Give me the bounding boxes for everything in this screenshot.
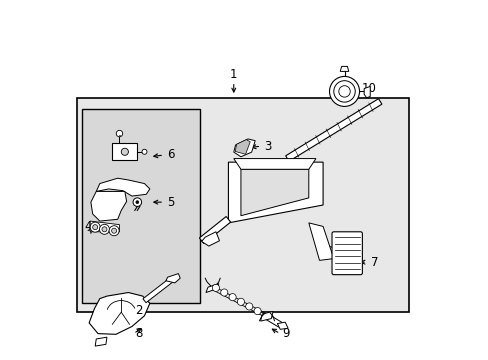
Polygon shape	[308, 223, 333, 260]
Circle shape	[102, 227, 107, 232]
Circle shape	[111, 228, 116, 233]
Polygon shape	[277, 322, 287, 329]
Polygon shape	[241, 169, 308, 216]
Polygon shape	[205, 284, 218, 293]
Polygon shape	[233, 158, 315, 169]
Circle shape	[329, 76, 359, 107]
Circle shape	[116, 130, 122, 137]
Polygon shape	[285, 99, 381, 161]
Polygon shape	[228, 162, 323, 223]
Polygon shape	[199, 216, 230, 243]
Circle shape	[109, 226, 119, 236]
Polygon shape	[95, 337, 107, 346]
Text: 6: 6	[167, 148, 175, 162]
Circle shape	[142, 149, 147, 154]
Text: 7: 7	[370, 256, 378, 269]
Circle shape	[262, 312, 269, 319]
Bar	[112, 143, 137, 160]
Polygon shape	[260, 311, 272, 321]
Circle shape	[245, 303, 252, 310]
Polygon shape	[235, 140, 250, 154]
Polygon shape	[89, 293, 149, 334]
Text: 9: 9	[281, 327, 289, 340]
Polygon shape	[323, 244, 333, 258]
Circle shape	[237, 298, 244, 305]
Circle shape	[220, 289, 227, 296]
Circle shape	[90, 222, 100, 232]
Text: 4: 4	[84, 220, 92, 233]
Circle shape	[333, 81, 354, 102]
Circle shape	[136, 201, 139, 203]
Circle shape	[253, 307, 261, 315]
Text: 3: 3	[264, 140, 271, 153]
Polygon shape	[340, 66, 348, 71]
FancyBboxPatch shape	[331, 232, 362, 275]
Polygon shape	[201, 232, 219, 246]
Circle shape	[93, 225, 98, 230]
Polygon shape	[364, 86, 369, 98]
Polygon shape	[90, 221, 119, 232]
Circle shape	[99, 224, 109, 234]
Polygon shape	[265, 315, 281, 327]
Circle shape	[133, 198, 142, 206]
Circle shape	[338, 86, 349, 97]
Text: 1: 1	[229, 68, 237, 81]
Text: 2: 2	[135, 304, 142, 317]
Circle shape	[228, 294, 236, 301]
Text: 10: 10	[361, 82, 376, 95]
Text: 8: 8	[135, 327, 142, 340]
Polygon shape	[142, 278, 172, 303]
Polygon shape	[96, 178, 149, 196]
Bar	[77, 98, 408, 312]
Polygon shape	[233, 139, 255, 157]
Circle shape	[121, 148, 128, 156]
Polygon shape	[165, 274, 180, 283]
Bar	[82, 109, 200, 303]
Text: 5: 5	[167, 195, 175, 209]
Polygon shape	[91, 192, 126, 221]
Circle shape	[212, 284, 219, 292]
